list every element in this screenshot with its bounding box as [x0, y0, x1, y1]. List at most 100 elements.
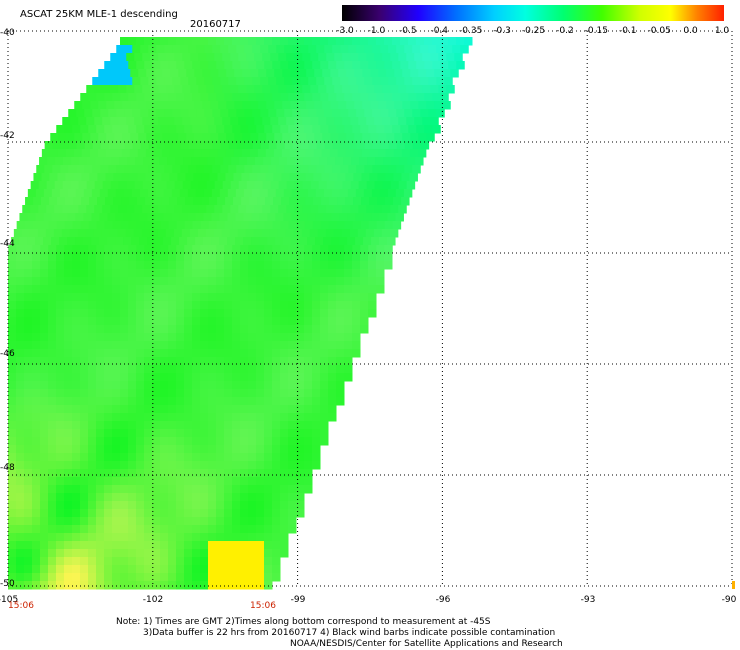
- swath-cell: [73, 197, 82, 206]
- swath-cell: [288, 365, 297, 374]
- swath-cell: [120, 581, 129, 590]
- swath-cell: [57, 197, 66, 206]
- swath-cell: [134, 181, 144, 190]
- swath-cell: [137, 149, 147, 158]
- swath-cell: [8, 389, 17, 398]
- swath-cell: [112, 309, 121, 318]
- swath-cell: [248, 485, 257, 494]
- swath-cell: [280, 541, 289, 550]
- swath-cell: [296, 365, 305, 374]
- swath-cell: [244, 45, 253, 54]
- swath-cell: [176, 549, 185, 558]
- swath-cell: [94, 181, 104, 190]
- swath-cell: [216, 349, 225, 358]
- swath-cell: [200, 445, 209, 454]
- swath-cell: [272, 549, 281, 558]
- swath-cell: [32, 221, 42, 230]
- swath-cell: [224, 397, 233, 406]
- swath-cell: [24, 397, 33, 406]
- swath-cell: [65, 149, 75, 158]
- swath-cell: [380, 77, 389, 86]
- swath-cell: [264, 565, 273, 574]
- swath-cell: [246, 181, 256, 190]
- swath-cell: [158, 53, 167, 62]
- swath-cell: [80, 285, 89, 294]
- swath-cell: [40, 349, 49, 358]
- swath-cell: [346, 69, 355, 78]
- swath-cell: [288, 485, 297, 494]
- swath-cell: [48, 525, 57, 534]
- swath-cell: [206, 53, 215, 62]
- swath-cell: [264, 477, 273, 486]
- swath-cell: [72, 245, 81, 254]
- swath-cell: [184, 325, 193, 334]
- swath-cell: [112, 341, 121, 350]
- swath-cell: [32, 525, 41, 534]
- swath-cell: [24, 525, 33, 534]
- swath-cell: [32, 397, 41, 406]
- swath-cell: [199, 157, 208, 166]
- swath-cell: [256, 397, 265, 406]
- swath-cell: [128, 277, 137, 286]
- swath-cell: [295, 157, 304, 166]
- swath-cell: [382, 205, 391, 214]
- swath-cell: [330, 69, 339, 78]
- swath-cell: [120, 125, 129, 134]
- swath-cell: [184, 517, 193, 526]
- swath-cell: [50, 133, 59, 142]
- swath-cell: [168, 381, 177, 390]
- swath-cell: [131, 213, 140, 222]
- swath-cell: [80, 253, 89, 262]
- swath-cell: [360, 245, 369, 254]
- swath-cell: [248, 221, 258, 230]
- swath-cell: [80, 485, 89, 494]
- swath-cell: [272, 429, 281, 438]
- swath-cell: [40, 365, 49, 374]
- swath-cell: [148, 141, 158, 150]
- swath-cell: [248, 517, 257, 526]
- swath-cell: [240, 357, 249, 366]
- swath-cell: [288, 397, 297, 406]
- swath-cell: [259, 237, 268, 246]
- swath-cell: [32, 301, 41, 310]
- swath-cell: [78, 205, 87, 214]
- swath-cell: [240, 453, 249, 462]
- swath-cell: [272, 125, 281, 134]
- swath-cell: [16, 437, 25, 446]
- swath-cell: [75, 213, 84, 222]
- swath-cell: [155, 189, 165, 198]
- swath-cell: [64, 357, 73, 366]
- swath-cell: [104, 413, 113, 422]
- swath-cell: [374, 53, 383, 62]
- swath-cell: [304, 221, 314, 230]
- swath-cell: [194, 133, 203, 142]
- swath-cell: [180, 165, 189, 174]
- swath-cell: [192, 389, 201, 398]
- swath-cell: [144, 325, 153, 334]
- swath-cell: [296, 445, 305, 454]
- swath-cell: [168, 445, 177, 454]
- swath-cell: [176, 501, 185, 510]
- swath-cell: [320, 37, 329, 46]
- swath-cell: [200, 493, 209, 502]
- swath-cell: [128, 549, 137, 558]
- swath-cell: [222, 117, 231, 126]
- swath-cell: [304, 389, 313, 398]
- swath-cell: [264, 493, 273, 502]
- swath-cell: [16, 413, 25, 422]
- swath-cell: [226, 101, 235, 110]
- swath-cell: [80, 453, 89, 462]
- swath-cell: [328, 221, 338, 230]
- swath-cell: [208, 389, 217, 398]
- swath-cell: [220, 109, 229, 118]
- swath-cell: [264, 37, 273, 46]
- swath-cell: [280, 485, 289, 494]
- swath-cell: [64, 549, 73, 558]
- swath-cell: [177, 173, 186, 182]
- swath-cell: [376, 37, 385, 46]
- swath-cell: [112, 453, 121, 462]
- swath-cell: [256, 405, 265, 414]
- swath-cell: [240, 445, 249, 454]
- swath-cell: [76, 141, 86, 150]
- swath-cell: [120, 93, 129, 102]
